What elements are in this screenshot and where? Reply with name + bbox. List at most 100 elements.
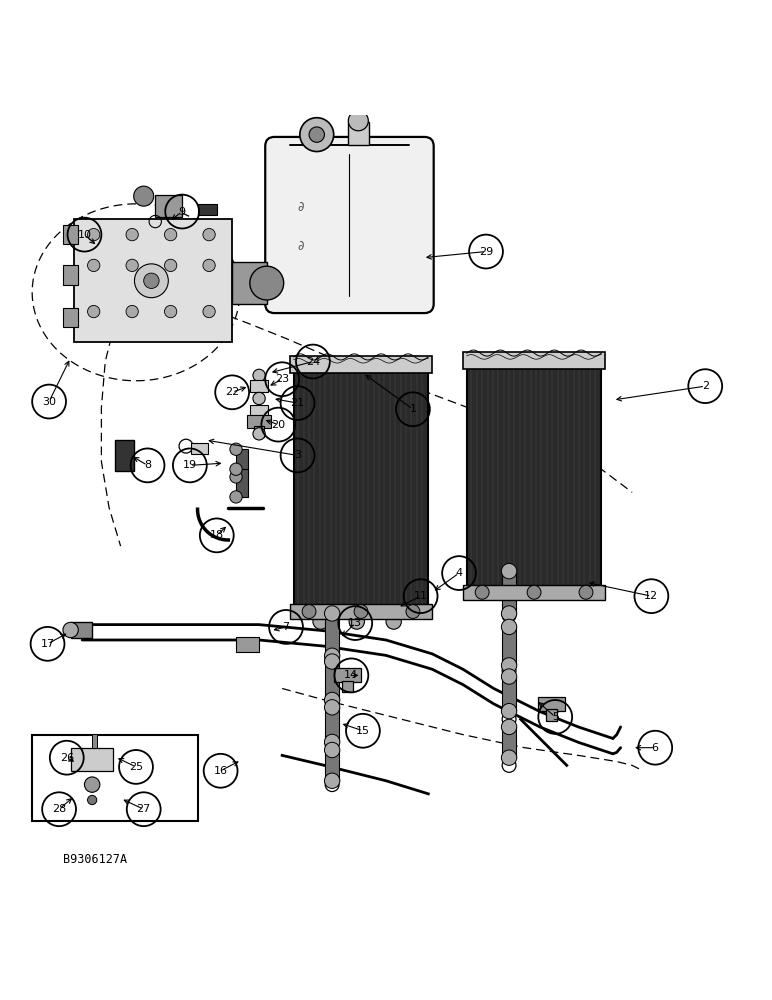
Circle shape (164, 228, 177, 241)
Bar (232, 262, 267, 304)
Circle shape (134, 186, 154, 206)
Text: $\partial$: $\partial$ (297, 240, 305, 253)
Text: $\partial$: $\partial$ (297, 201, 305, 214)
Circle shape (87, 259, 100, 272)
Circle shape (126, 305, 138, 318)
Circle shape (579, 585, 593, 599)
FancyBboxPatch shape (266, 137, 434, 313)
Bar (92, 734, 96, 748)
Bar (546, 709, 557, 721)
Circle shape (324, 773, 340, 788)
Circle shape (386, 614, 401, 629)
Bar (32, 735, 198, 821)
Text: 22: 22 (225, 387, 239, 397)
Bar (115, 440, 134, 471)
Text: 3: 3 (294, 450, 301, 460)
Bar (255, 426, 264, 437)
Circle shape (406, 605, 420, 618)
Text: 29: 29 (479, 247, 493, 257)
Circle shape (203, 228, 215, 241)
Circle shape (87, 795, 96, 805)
Circle shape (501, 619, 516, 635)
Circle shape (63, 622, 78, 638)
Bar (236, 469, 249, 497)
Bar (347, 122, 369, 145)
Text: 5: 5 (552, 712, 559, 722)
Circle shape (253, 392, 266, 405)
Circle shape (309, 127, 324, 142)
Circle shape (324, 654, 340, 669)
Bar (502, 571, 516, 613)
Bar (250, 380, 269, 392)
Bar (325, 613, 339, 656)
Text: 6: 6 (652, 743, 659, 753)
Bar (502, 727, 516, 758)
Circle shape (501, 703, 516, 719)
Bar (334, 668, 361, 682)
Bar (293, 362, 428, 608)
Circle shape (126, 228, 138, 241)
Circle shape (324, 606, 340, 621)
Bar (290, 356, 432, 373)
Circle shape (230, 443, 242, 455)
Bar (250, 405, 269, 417)
Bar (191, 443, 208, 454)
Text: 7: 7 (283, 622, 290, 632)
Bar (325, 662, 339, 700)
Text: 16: 16 (214, 766, 228, 776)
Circle shape (164, 259, 177, 272)
Circle shape (84, 777, 100, 792)
Text: 4: 4 (455, 568, 462, 578)
Circle shape (230, 463, 242, 475)
Circle shape (230, 491, 242, 503)
Bar (502, 627, 516, 665)
Bar (463, 352, 605, 369)
Text: 30: 30 (42, 397, 56, 407)
Bar (198, 204, 217, 215)
Bar (342, 681, 353, 692)
Bar (70, 622, 92, 638)
Circle shape (300, 118, 334, 152)
Circle shape (203, 259, 215, 272)
Circle shape (313, 614, 328, 629)
Circle shape (349, 614, 364, 629)
Text: 12: 12 (645, 591, 659, 601)
Circle shape (501, 658, 516, 673)
Bar (63, 308, 78, 327)
Circle shape (203, 305, 215, 318)
Text: 18: 18 (210, 530, 224, 540)
Text: 8: 8 (144, 460, 151, 470)
Bar (325, 707, 339, 742)
Bar (247, 415, 272, 428)
Text: 27: 27 (137, 804, 151, 814)
Bar (74, 219, 232, 342)
Circle shape (134, 264, 168, 298)
Circle shape (253, 428, 266, 440)
Circle shape (324, 700, 340, 715)
Text: 24: 24 (306, 357, 320, 367)
Text: B9306127A: B9306127A (63, 853, 127, 866)
Bar (236, 449, 249, 477)
Circle shape (501, 719, 516, 735)
Circle shape (501, 750, 516, 765)
Circle shape (302, 605, 316, 618)
Circle shape (324, 742, 340, 758)
Circle shape (253, 369, 266, 382)
Text: 28: 28 (52, 804, 66, 814)
Text: 1: 1 (409, 404, 416, 414)
Circle shape (501, 563, 516, 579)
Circle shape (348, 111, 368, 131)
Text: 21: 21 (290, 398, 305, 408)
Bar (537, 697, 565, 711)
Bar (236, 637, 259, 652)
Bar (70, 748, 113, 771)
Bar (463, 585, 605, 600)
Text: 19: 19 (183, 460, 197, 470)
Text: 14: 14 (344, 670, 358, 680)
Text: 11: 11 (414, 591, 428, 601)
Text: 23: 23 (275, 374, 290, 384)
Circle shape (324, 692, 340, 708)
Text: 20: 20 (271, 420, 286, 430)
Circle shape (501, 606, 516, 621)
Bar (63, 225, 78, 244)
